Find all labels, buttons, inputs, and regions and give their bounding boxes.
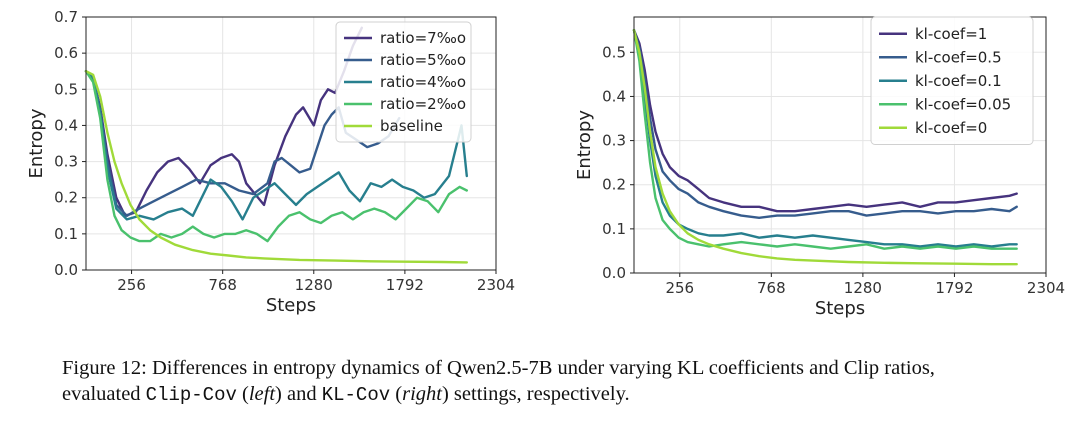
legend: ratio=7‰o ratio=5‰o ratio=4‰o ratio=2‰o base… — [335, 21, 472, 143]
y-tick-label: 0.4 — [602, 87, 626, 105]
chart-panel-1: 256 768 1280 1792 2304 0.0 0.1 0.2 0.3 0.4 0.5 0.6 0… — [26, 8, 515, 316]
series-line-5 — [632, 29, 1018, 266]
plot-frame — [633, 16, 1047, 274]
series-line-4 — [84, 70, 468, 243]
y-tick-label: 0.7 — [54, 8, 78, 26]
figure: 256 768 1280 1792 2304 0.0 0.1 0.2 0.3 0.4 0.5 0.6 0… — [26, 8, 1065, 319]
x-tick-label: 1792 — [935, 279, 973, 297]
y-tick-label: 0.1 — [54, 225, 78, 243]
series-line-2 — [632, 29, 1018, 219]
legend-label: ratio=5‰o — [380, 51, 466, 69]
caption-evaluated: evaluated — [62, 383, 146, 405]
legend-label: ratio=7‰o — [380, 29, 466, 47]
caption-suffix: ) settings, respectively. — [441, 383, 630, 405]
caption-clip-cov: Clip-Cov — [145, 384, 237, 406]
legend-label: baseline — [380, 117, 443, 135]
y-tick-label: 0.4 — [54, 116, 78, 134]
y-tick-label: 0.0 — [54, 261, 78, 279]
legend-label: kl-coef=0.05 — [915, 95, 1011, 113]
caption-right: right — [402, 383, 442, 405]
y-axis-title: Entropy — [26, 108, 47, 178]
x-tick-label: 2304 — [477, 276, 515, 294]
figure-caption: Figure 12: Differences in entropy dynami… — [62, 355, 1072, 408]
y-tick-label: 0.5 — [54, 80, 78, 98]
y-tick-label: 0.1 — [602, 220, 626, 238]
y-tick-label: 0.3 — [54, 153, 78, 171]
x-tick-label: 256 — [117, 276, 146, 294]
figure-charts: 256 768 1280 1792 2304 0.0 0.1 0.2 0.3 0.4 0.5 0.6 0… — [26, 8, 1065, 319]
legend-box — [335, 21, 472, 143]
legend-box — [870, 16, 1034, 145]
legend-label: kl-coef=1 — [915, 25, 987, 43]
caption-and: ) and — [275, 383, 322, 405]
y-tick-label: 0.0 — [602, 264, 626, 282]
legend-label: ratio=2‰o — [380, 95, 466, 113]
caption-paren-2: ( — [390, 383, 403, 405]
x-axis-title: Steps — [266, 295, 316, 316]
chart-panel-2: 256 768 1280 1792 2304 0.0 0.1 0.2 0.3 0.4 0.5 Step… — [574, 16, 1065, 319]
series-line-5 — [84, 70, 468, 264]
legend-label: kl-coef=0.5 — [915, 48, 1002, 66]
x-tick-label: 768 — [208, 276, 237, 294]
y-axis-title: Entropy — [574, 110, 595, 180]
caption-paren-1: ( — [236, 383, 249, 405]
x-tick-label: 1280 — [295, 276, 333, 294]
legend-label: kl-coef=0.1 — [915, 72, 1002, 90]
legend: kl-coef=1 kl-coef=0.5 kl-coef=0.1 kl-coef=0… — [870, 16, 1034, 145]
x-tick-label: 1792 — [386, 276, 424, 294]
y-tick-label: 0.6 — [54, 44, 78, 62]
x-tick-label: 1280 — [844, 279, 882, 297]
x-tick-label: 768 — [757, 279, 786, 297]
x-axis-title: Steps — [815, 298, 865, 319]
series-line-4 — [632, 29, 1018, 250]
x-tick-label: 2304 — [1027, 279, 1065, 297]
caption-line-1: Figure 12: Differences in entropy dynami… — [62, 357, 935, 379]
y-tick-label: 0.5 — [602, 43, 626, 61]
legend-label: ratio=4‰o — [380, 73, 466, 91]
y-tick-label: 0.2 — [54, 189, 78, 207]
series-line-1 — [632, 29, 1018, 213]
series-line-3 — [632, 29, 1018, 248]
plot-frame — [85, 16, 497, 271]
caption-kl-cov: KL-Cov — [321, 384, 391, 406]
legend-label: kl-coef=0 — [915, 119, 987, 137]
y-tick-label: 0.3 — [602, 132, 626, 150]
y-tick-label: 0.2 — [602, 176, 626, 194]
caption-left: left — [248, 383, 276, 405]
series-line-3 — [84, 70, 468, 221]
series-line-1 — [84, 26, 363, 217]
x-tick-label: 256 — [665, 279, 694, 297]
